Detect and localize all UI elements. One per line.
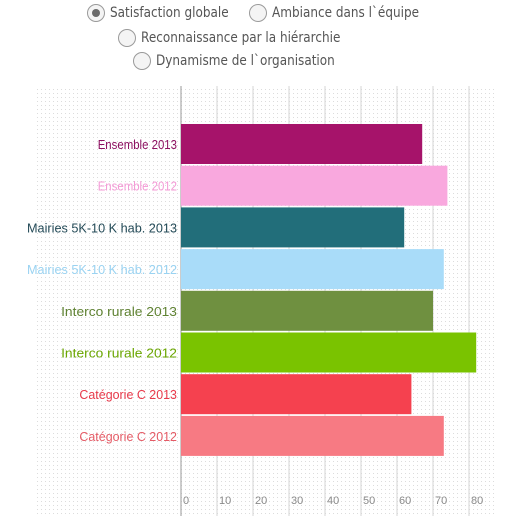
filter-row-2: Reconnaissance par la hiérarchie [0,29,530,47]
category-label: Ensemble 2013 [98,137,177,152]
category-label: Mairies 5K-10 K hab. 2012 [27,262,177,277]
radio-ambiance-equipe[interactable]: Ambiance dans l`équipe [249,4,443,22]
category-label: Ensemble 2012 [98,179,177,194]
radio-label: Satisfaction globale [109,5,229,21]
radio-circle-icon[interactable] [249,4,268,22]
bar[interactable] [181,415,444,456]
bar[interactable] [181,374,412,415]
category-label: Interco rurale 2012 [61,346,177,361]
category-label: Catégorie C 2012 [79,429,177,444]
x-tick-label: 10 [219,495,231,507]
radio-satisfaction-globale[interactable]: Satisfaction globale [86,4,248,22]
x-tick-label: 50 [363,495,375,507]
bar[interactable] [181,207,405,248]
x-tick-label: 20 [255,495,267,507]
category-label: Catégorie C 2013 [79,387,177,402]
radio-circle-icon[interactable] [117,29,136,47]
filter-row-3: Dynamisme de l`organisation [0,52,530,70]
radio-dynamisme-organisation[interactable]: Dynamisme de l`organisation [132,52,364,70]
x-tick-label: 30 [291,495,303,507]
category-label: Mairies 5K-10 K hab. 2013 [27,220,177,235]
radio-label: Dynamisme de l`organisation [155,53,335,69]
bar[interactable] [181,249,444,290]
bar[interactable] [181,124,423,164]
x-tick-label: 60 [399,495,411,507]
x-tick-label: 40 [327,495,339,507]
bar[interactable] [181,165,448,206]
radio-label: Ambiance dans l`équipe [272,5,420,21]
radio-circle-icon[interactable] [132,52,151,70]
category-label: Interco rurale 2013 [61,304,177,319]
x-tick-label: 70 [435,495,447,507]
radio-reconnaissance-hierarchie[interactable]: Reconnaissance par la hiérarchie [117,29,373,47]
x-tick-label: 80 [471,495,483,507]
radio-circle-icon[interactable] [86,4,105,22]
bar[interactable] [181,290,433,331]
x-tick-label: 0 [183,495,189,507]
radio-label: Reconnaissance par la hiérarchie [140,30,340,46]
bar[interactable] [181,332,477,373]
filter-row-1: Satisfaction globale Ambiance dans l`équ… [0,4,530,22]
